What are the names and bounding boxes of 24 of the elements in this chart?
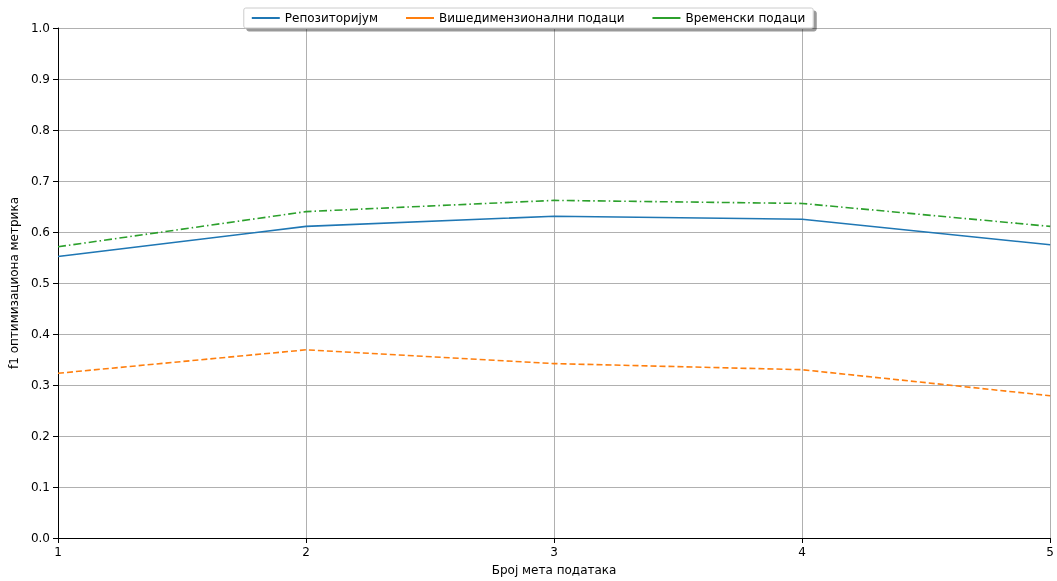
y-tick-label: 0.0 bbox=[30, 531, 50, 545]
y-tick-label: 0.5 bbox=[30, 276, 50, 290]
line-series bbox=[57, 215, 1051, 258]
y-tick-label: 0.6 bbox=[30, 225, 50, 239]
line-series bbox=[57, 349, 1051, 397]
y-tick-label: 0.1 bbox=[30, 480, 50, 494]
y-tick-label: 0.2 bbox=[30, 429, 50, 443]
x-axis-title: Број мета података bbox=[491, 563, 617, 577]
y-tick-label: 0.8 bbox=[30, 123, 50, 137]
x-tick-label: 2 bbox=[302, 545, 310, 559]
x-tick-label: 4 bbox=[798, 545, 806, 559]
y-tick-label: 1.0 bbox=[30, 21, 50, 35]
y-axis-title: f1 оптимизациона метрика bbox=[7, 196, 21, 370]
x-tick-label: 1 bbox=[54, 545, 62, 559]
legend-label: Репозиторијум bbox=[284, 11, 379, 25]
y-tick-label: 0.3 bbox=[30, 378, 50, 392]
line-series bbox=[57, 199, 1051, 248]
x-tick-label: 3 bbox=[550, 545, 558, 559]
y-tick-label: 0.9 bbox=[30, 72, 50, 86]
legend-label: Вишедимензионални подаци bbox=[439, 11, 625, 25]
x-tick-label: 5 bbox=[1046, 545, 1054, 559]
legend-label: Временски подаци bbox=[685, 11, 806, 25]
y-tick-label: 0.4 bbox=[30, 327, 50, 341]
y-tick-label: 0.7 bbox=[30, 174, 50, 188]
